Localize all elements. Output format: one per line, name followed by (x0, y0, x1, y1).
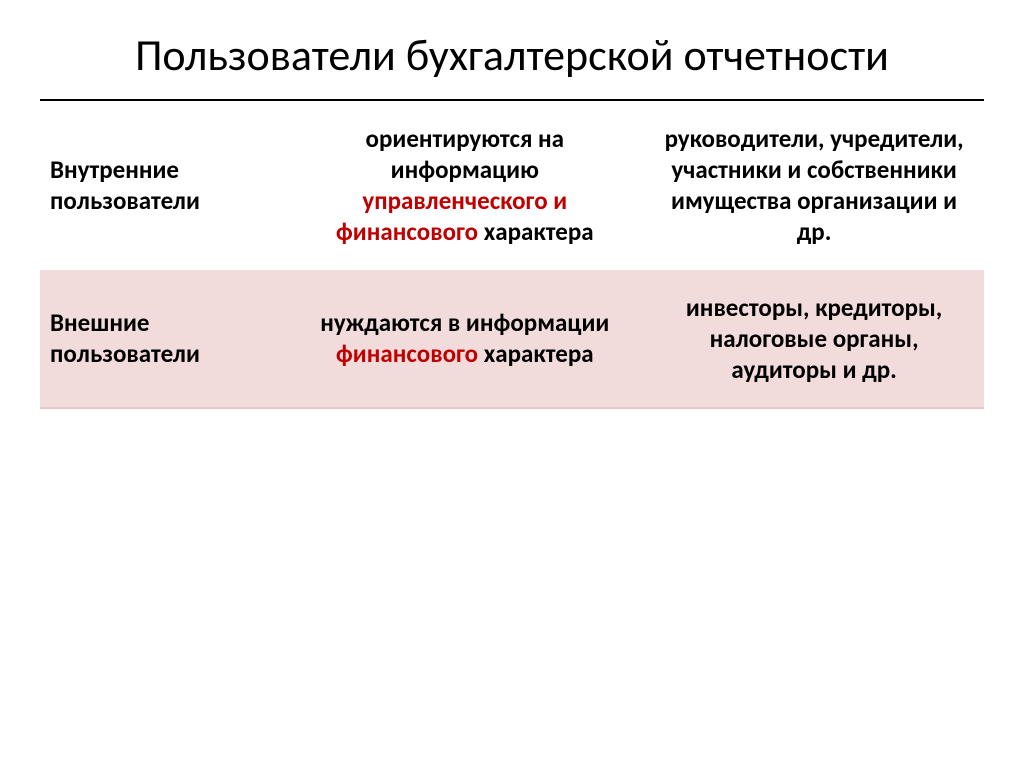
table-row: Внутренние пользователи ориентируются на… (40, 101, 984, 270)
users-table: Внутренние пользователи ориентируются на… (40, 101, 984, 410)
cell-external-users: Внешние пользователи (40, 270, 285, 409)
desc-post: характера (478, 338, 594, 369)
desc-highlight: финансового (336, 338, 478, 369)
cell-internal-examples: руководители, учредители, участники и со… (644, 101, 984, 270)
slide-title: Пользователи бухгалтерской отчетности (40, 30, 984, 81)
cell-internal-users: Внутренние пользователи (40, 101, 285, 270)
cell-external-description: нуждаются в информации финансового харак… (285, 270, 644, 409)
slide: Пользователи бухгалтерской отчетности Вн… (0, 0, 1024, 767)
cell-internal-description: ориентируются на информацию управленческ… (285, 101, 644, 270)
desc-pre: нуждаются в информации (320, 307, 609, 338)
desc-post: характера (478, 216, 594, 247)
desc-pre: ориентируются на информацию (366, 123, 564, 185)
cell-external-examples: инвесторы, кредиторы, налоговые органы, … (644, 270, 984, 409)
table-row: Внешние пользователи нуждаются в информа… (40, 270, 984, 409)
